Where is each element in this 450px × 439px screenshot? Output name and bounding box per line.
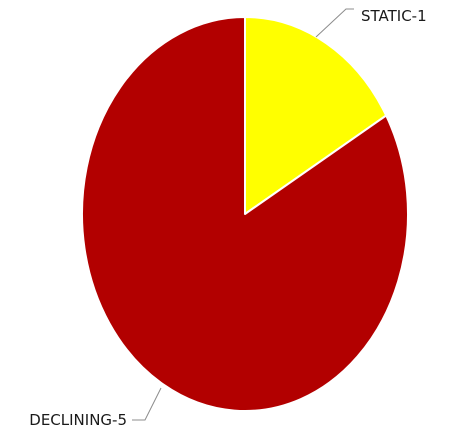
slice-label-static: STATIC-1 [361,7,427,25]
pie-slice-declining[interactable] [81,16,409,412]
pie-labels: STATIC-1 DECLINING-5 [29,7,426,429]
pie-slice-static[interactable] [244,16,388,215]
leader-line-declining [132,387,162,421]
pie-slices [81,16,409,412]
slice-label-declining: DECLINING-5 [29,411,127,429]
leader-line-static [315,8,354,38]
